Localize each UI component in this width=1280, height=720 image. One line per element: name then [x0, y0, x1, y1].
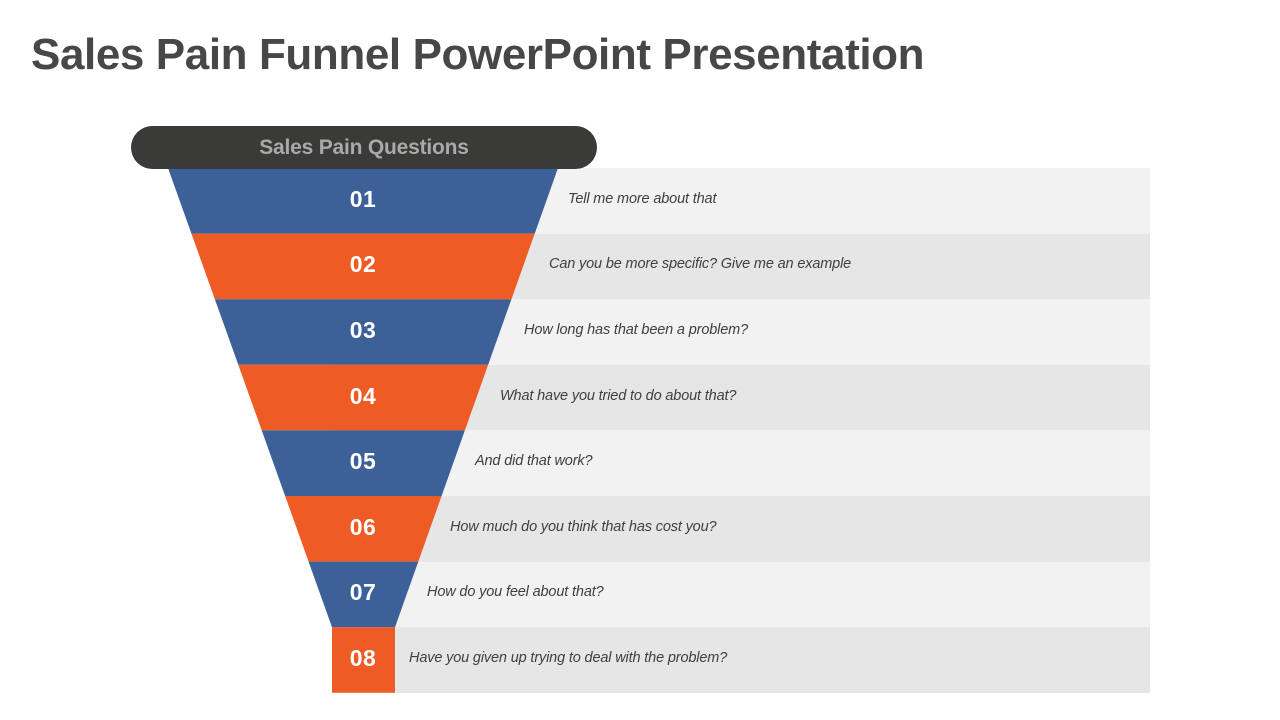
step-question: How much do you think that has cost you? [450, 518, 717, 535]
funnel-header-label: Sales Pain Questions [259, 136, 469, 159]
step-number: 08 [349, 645, 377, 671]
funnel-header-pill[interactable]: Sales Pain Questions [131, 126, 597, 169]
step-question: Have you given up trying to deal with th… [409, 650, 728, 666]
step-number: 03 [349, 317, 377, 343]
funnel-band[interactable] [191, 233, 535, 300]
step-question: Tell me more about that [568, 190, 717, 207]
funnel-band[interactable] [308, 561, 419, 628]
step-number: 07 [349, 579, 377, 606]
stripe-row [332, 496, 1150, 562]
step-number: 04 [349, 382, 377, 409]
step-number: 05 [349, 448, 377, 475]
funnel-band[interactable] [168, 168, 558, 234]
stripe-row [332, 430, 1150, 496]
funnel-band[interactable] [285, 496, 442, 562]
step-question: And did that work? [475, 453, 593, 470]
step-number: 01 [349, 185, 377, 212]
step-question: What have you tried to do about that? [500, 387, 737, 404]
step-number: 06 [349, 513, 377, 540]
funnel-band[interactable] [214, 299, 512, 365]
stripe-row [332, 561, 1150, 628]
step-question: How do you feel about that? [427, 584, 604, 601]
stripe-row [332, 627, 1150, 693]
funnel-band[interactable] [261, 430, 465, 496]
page-title: Sales Pain Funnel PowerPoint Presentatio… [31, 30, 925, 79]
step-number: 02 [349, 251, 377, 278]
funnel-band[interactable] [238, 364, 489, 431]
funnel-band[interactable] [332, 627, 395, 693]
step-question: Can you be more specific? Give me an exa… [549, 256, 852, 273]
step-question: How long has that been a problem? [524, 322, 748, 338]
